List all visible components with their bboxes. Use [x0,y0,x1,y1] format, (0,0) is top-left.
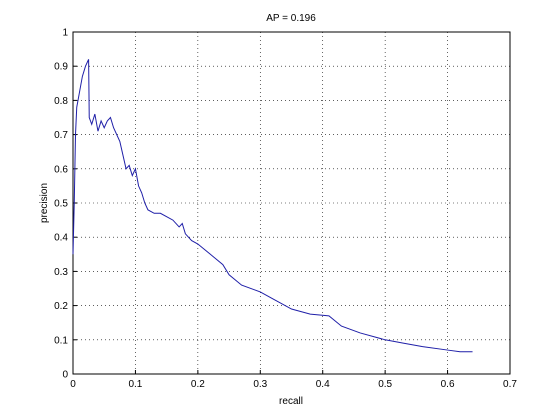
y-tick-label: 0.9 [54,62,68,73]
y-tick-label: 0 [62,370,68,381]
y-tick-label: 0.1 [54,335,68,346]
x-tick-label: 0.6 [441,379,455,390]
x-axis-label: recall [279,396,303,407]
chart-title: AP = 0.196 [266,13,316,24]
x-tick-label: 0.5 [378,379,392,390]
y-axis-label: precision [39,183,50,223]
x-tick-label: 0.4 [316,379,330,390]
y-tick-label: 0.8 [54,96,68,107]
plot-frame [72,31,511,375]
y-tick-label: 1 [62,28,68,39]
x-tick-label: 0.3 [253,379,267,390]
plot-area [73,32,510,374]
y-tick-label: 0.7 [54,130,68,141]
data-line [72,59,473,353]
x-tick-label: 0.1 [128,379,142,390]
y-tick-label: 0.2 [54,301,68,312]
x-tick-label: 0.7 [503,379,517,390]
x-tick-label: 0 [70,379,76,390]
x-tick-label: 0.2 [191,379,205,390]
y-tick-label: 0.5 [54,199,68,210]
y-tick-label: 0.6 [54,164,68,175]
y-tick-label: 0.4 [54,233,68,244]
y-tick-label: 0.3 [54,267,68,278]
